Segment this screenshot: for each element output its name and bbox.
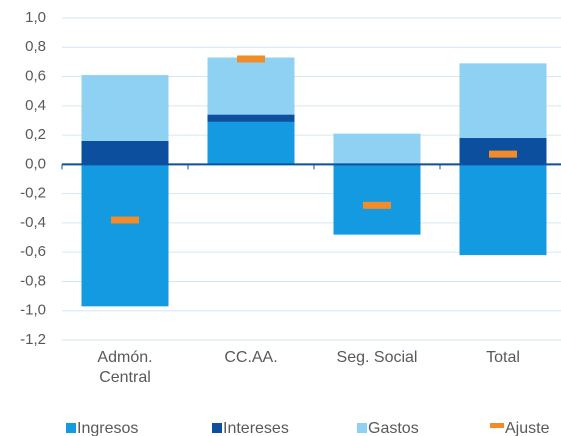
y-tick-label: 0,6 — [25, 68, 46, 85]
y-tick-label: -1,0 — [20, 302, 46, 319]
legend-label: Intereses — [223, 420, 289, 436]
bar-segment — [333, 133, 421, 165]
bar-segment — [333, 164, 421, 235]
y-tick-label: 0,8 — [25, 38, 46, 55]
ajuste-marker — [489, 150, 517, 158]
y-tick-label: 0,2 — [25, 126, 46, 143]
y-tick-label: 0,4 — [25, 97, 46, 114]
bar-segment — [81, 164, 169, 307]
x-tick-label: Total — [486, 349, 520, 366]
y-tick-label: -0,8 — [20, 272, 46, 289]
x-tick-label: Admón. Central — [97, 349, 153, 386]
bar-segment — [207, 114, 295, 122]
y-tick-label: -0,6 — [20, 243, 46, 260]
bar-segment — [81, 140, 169, 165]
legend-swatch — [212, 423, 222, 433]
bar-segment — [81, 75, 169, 141]
bar-segment — [459, 63, 547, 139]
legend-swatch — [490, 423, 504, 428]
y-tick-label: -0,4 — [20, 214, 46, 231]
legend-label: Ajuste — [505, 420, 550, 436]
bar-segment — [207, 57, 295, 115]
ajuste-marker — [237, 55, 265, 63]
legend-swatch — [357, 423, 367, 433]
legend-swatch — [66, 423, 76, 433]
ajuste-marker — [363, 201, 391, 209]
x-tick-label: Seg. Social — [336, 349, 418, 366]
ajuste-marker — [111, 216, 139, 224]
bar-segment — [207, 121, 295, 165]
y-tick-label: 0,0 — [25, 155, 46, 172]
bar-segment — [459, 164, 547, 256]
x-tick-label: CC.AA. — [224, 349, 278, 366]
legend-label: Gastos — [368, 420, 419, 436]
y-tick-label: 1,0 — [25, 9, 46, 26]
y-tick-label: -0,2 — [20, 185, 46, 202]
legend-label: Ingresos — [77, 420, 138, 436]
y-tick-label: -1,2 — [20, 331, 46, 348]
